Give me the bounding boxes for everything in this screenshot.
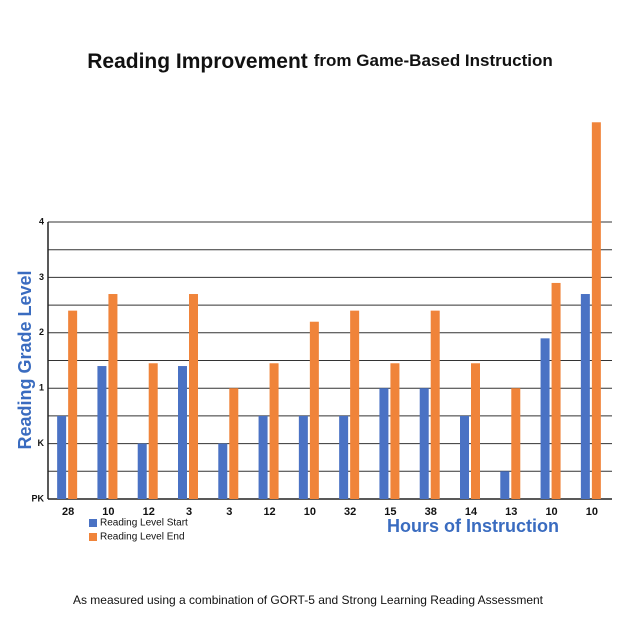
x-tick-label: 13 — [505, 506, 517, 518]
bar — [189, 294, 198, 499]
bar — [500, 471, 510, 499]
bar — [229, 388, 239, 499]
bar — [511, 388, 521, 499]
bar — [258, 415, 268, 499]
bar — [591, 122, 601, 499]
y-tick-label: K — [38, 438, 45, 448]
bar — [309, 321, 319, 499]
legend-label: Reading Level Start — [100, 518, 188, 529]
x-tick-label: 10 — [545, 506, 557, 518]
bar — [540, 338, 550, 499]
x-tick-label: 3 — [186, 506, 192, 518]
y-tick-label: 3 — [39, 272, 44, 282]
legend-label: Reading Level End — [100, 532, 185, 543]
x-tick-label: 10 — [102, 506, 114, 518]
bar — [298, 415, 308, 499]
bar — [390, 363, 400, 499]
legend-swatch — [89, 533, 97, 541]
y-tick-label: 4 — [39, 216, 44, 226]
x-tick-label: 14 — [465, 506, 478, 518]
y-tick-label: 1 — [39, 383, 44, 393]
y-axis-label: Reading Grade Level — [15, 270, 35, 449]
bar — [460, 415, 469, 499]
bar — [471, 363, 480, 499]
bar — [339, 415, 349, 499]
bar — [68, 310, 78, 499]
x-tick-label: 28 — [62, 506, 74, 518]
chart-title: Reading Improvement from Game-Based Instr… — [87, 50, 553, 73]
bar — [57, 415, 67, 499]
y-tick-label: 2 — [39, 327, 44, 337]
title-main: Reading Improvement — [87, 50, 308, 73]
x-tick-label: 32 — [344, 506, 356, 518]
y-tick-label: PK — [31, 493, 44, 503]
x-tick-label: 10 — [586, 506, 598, 518]
bar — [137, 443, 147, 499]
x-axis-label: Hours of Instruction — [387, 516, 559, 536]
x-tick-label: 10 — [304, 506, 316, 518]
bar — [269, 363, 279, 499]
legend-swatch — [89, 519, 97, 527]
bar — [580, 294, 590, 499]
bar — [148, 363, 158, 499]
title-sub: from Game-Based Instruction — [314, 51, 553, 70]
bar — [379, 388, 389, 499]
bar — [218, 443, 228, 499]
bar — [108, 294, 118, 499]
x-tick-label: 12 — [143, 506, 155, 518]
x-tick-label: 12 — [263, 506, 275, 518]
x-tick-label: 3 — [226, 506, 232, 518]
bar — [350, 310, 360, 499]
bar — [419, 388, 429, 499]
x-tick-label: 38 — [425, 506, 437, 518]
bar — [178, 366, 187, 499]
bar — [97, 366, 107, 499]
bar — [551, 282, 561, 499]
x-tick-label: 15 — [384, 506, 396, 518]
footnote: As measured using a combination of GORT-… — [73, 593, 544, 607]
bar — [430, 310, 440, 499]
